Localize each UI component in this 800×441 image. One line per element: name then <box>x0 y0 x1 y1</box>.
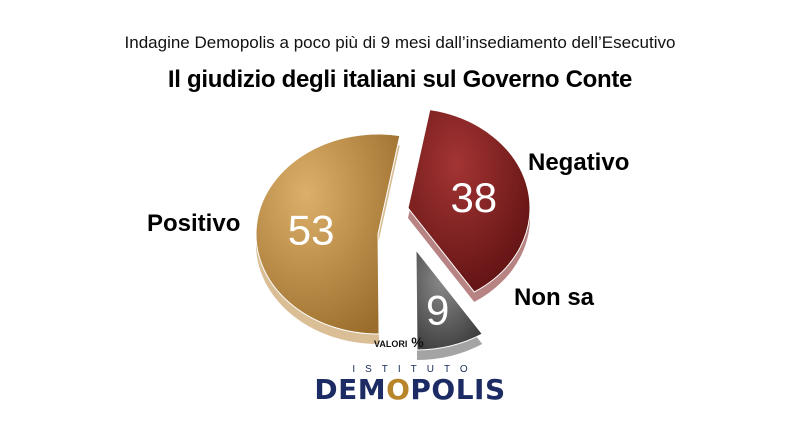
logo-part-1: DEM <box>314 373 387 406</box>
legend-negativo: Negativo <box>528 149 630 176</box>
pie-slice-positivo <box>255 133 401 335</box>
data-label-positivo: 53 <box>288 206 335 253</box>
chart-title: Il giudizio degli italiani sul Governo C… <box>167 66 633 93</box>
unit-text: VALORI <box>374 339 408 349</box>
chart-subtitle: Indagine Demopolis a poco più di 9 mesi … <box>124 33 676 52</box>
logo-part-2: POLIS <box>410 373 506 406</box>
logo-subtext: ISTITUTO <box>352 364 478 375</box>
legend-positivo: Positivo <box>147 210 241 237</box>
pie-slice-non-sa <box>415 248 484 351</box>
data-label-negativo: 38 <box>450 174 497 221</box>
logo-wordmark: DEMOPOLIS <box>300 373 520 406</box>
demopolis-logo: ISTITUTO DEMOPOLIS <box>300 364 520 406</box>
pie-slice-negativo <box>407 109 531 293</box>
unit-label: VALORI % <box>374 334 424 350</box>
unit-percent: % <box>411 334 424 350</box>
logo-o: O <box>386 373 411 406</box>
data-label-non-sa: 9 <box>426 286 449 333</box>
legend-non-sa: Non sa <box>514 284 595 311</box>
